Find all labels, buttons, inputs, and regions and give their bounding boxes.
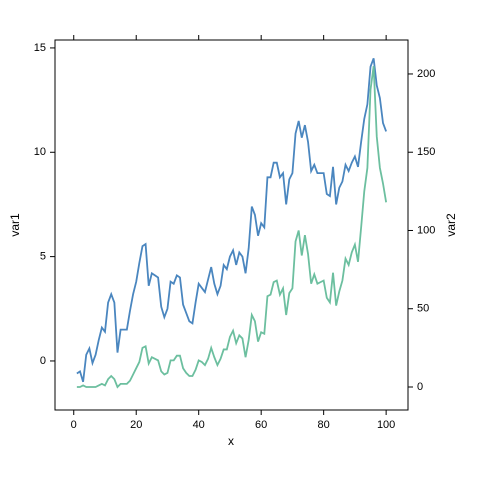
- y2-tick-label: 50: [417, 303, 429, 315]
- x-tick-label: 100: [377, 419, 395, 431]
- x-axis-label: x: [228, 434, 234, 448]
- x-tick-label: 40: [193, 419, 205, 431]
- y-tick-label: 10: [34, 146, 46, 158]
- series-line: [76, 66, 388, 389]
- y2-tick-label: 200: [417, 68, 435, 80]
- series-line: [76, 58, 387, 383]
- x-tick-label: 0: [71, 419, 77, 431]
- y2-tick-label: 150: [417, 146, 435, 158]
- y2-tick-label: 0: [417, 381, 423, 393]
- x-tick-label: 80: [318, 419, 330, 431]
- y-axis-label: var1: [8, 213, 22, 237]
- y-tick-label: 0: [40, 355, 46, 367]
- y-tick-label: 15: [34, 42, 46, 54]
- y2-tick-label: 100: [417, 224, 435, 236]
- x-tick-label: 20: [130, 419, 142, 431]
- panel: [54, 39, 409, 411]
- y2-axis-label: var2: [444, 213, 458, 237]
- x-tick-label: 60: [255, 419, 267, 431]
- y-tick-label: 5: [40, 251, 46, 263]
